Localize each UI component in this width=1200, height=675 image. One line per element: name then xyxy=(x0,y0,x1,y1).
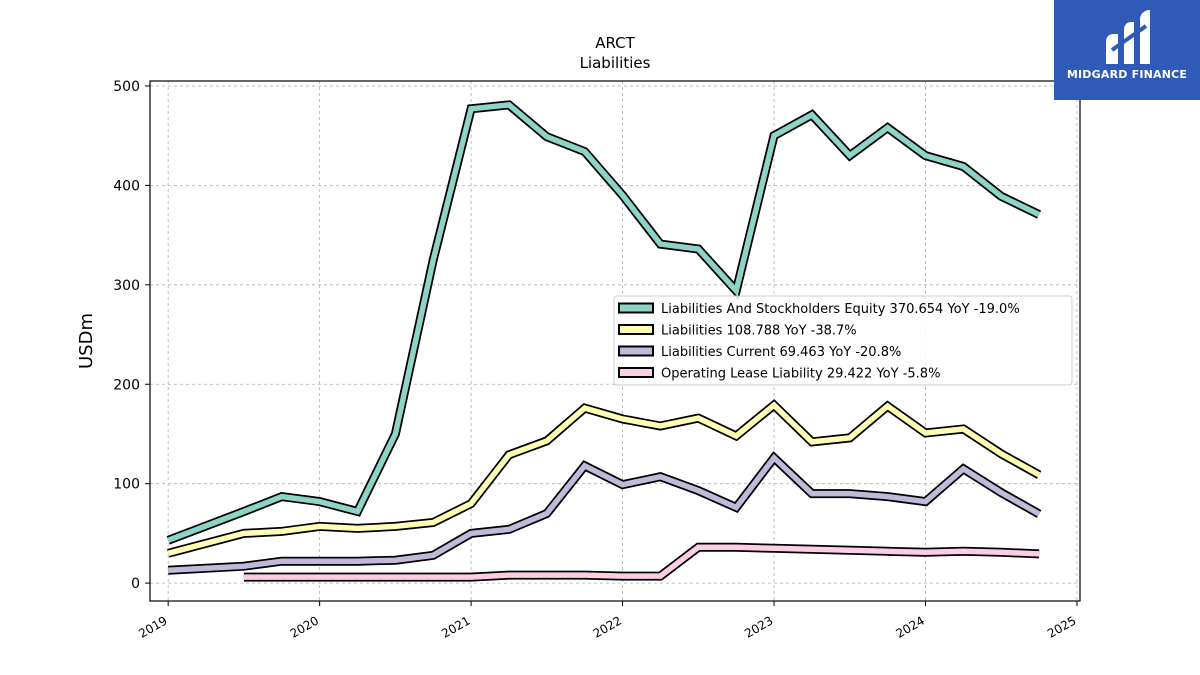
y-tick-label: 300 xyxy=(113,278,140,294)
y-tick-label: 0 xyxy=(131,576,140,592)
x-tick-label: 2019 xyxy=(136,613,169,640)
logo-text: MIDGARD FINANCE xyxy=(1066,68,1188,81)
chart-subtitle: Liabilities xyxy=(580,54,651,72)
series-line xyxy=(167,401,1041,556)
series-line xyxy=(243,544,1040,580)
series-line xyxy=(167,102,1041,543)
legend-label: Operating Lease Liability 29.422 YoY -5.… xyxy=(661,367,940,382)
legend-box xyxy=(613,295,1073,386)
chart-title: ARCT xyxy=(595,34,635,52)
plot-frame xyxy=(149,80,1081,602)
legend-swatch xyxy=(618,324,654,335)
series-line xyxy=(168,453,1041,573)
legend-swatch xyxy=(618,367,654,378)
legend-label: Liabilities 108.788 YoY -38.7% xyxy=(661,324,857,339)
legend-swatch xyxy=(618,345,654,357)
logo-mark-icon xyxy=(1106,10,1150,64)
x-tick-label: 2021 xyxy=(439,613,472,640)
y-tick-label: 500 xyxy=(113,79,140,95)
y-tick-label: 400 xyxy=(113,178,140,194)
x-tick-label: 2020 xyxy=(288,613,321,640)
legend-swatch xyxy=(618,302,654,314)
midgard-finance-logo: MIDGARD FINANCE xyxy=(1054,0,1200,100)
x-tick-label: 2025 xyxy=(1045,613,1078,640)
legend: Liabilities And Stockholders Equity 370.… xyxy=(613,295,1073,386)
y-axis-label: USDm xyxy=(76,313,97,369)
series-layer xyxy=(166,100,1042,582)
x-tick-label: 2024 xyxy=(894,613,927,640)
y-tick-label: 100 xyxy=(113,477,140,493)
y-tick-label: 200 xyxy=(113,377,140,393)
legend-label: Liabilities And Stockholders Equity 370.… xyxy=(661,302,1020,317)
x-tick-label: 2022 xyxy=(591,613,624,640)
x-tick-label: 2023 xyxy=(742,613,775,640)
legend-label: Liabilities Current 69.463 YoY -20.8% xyxy=(661,345,901,360)
